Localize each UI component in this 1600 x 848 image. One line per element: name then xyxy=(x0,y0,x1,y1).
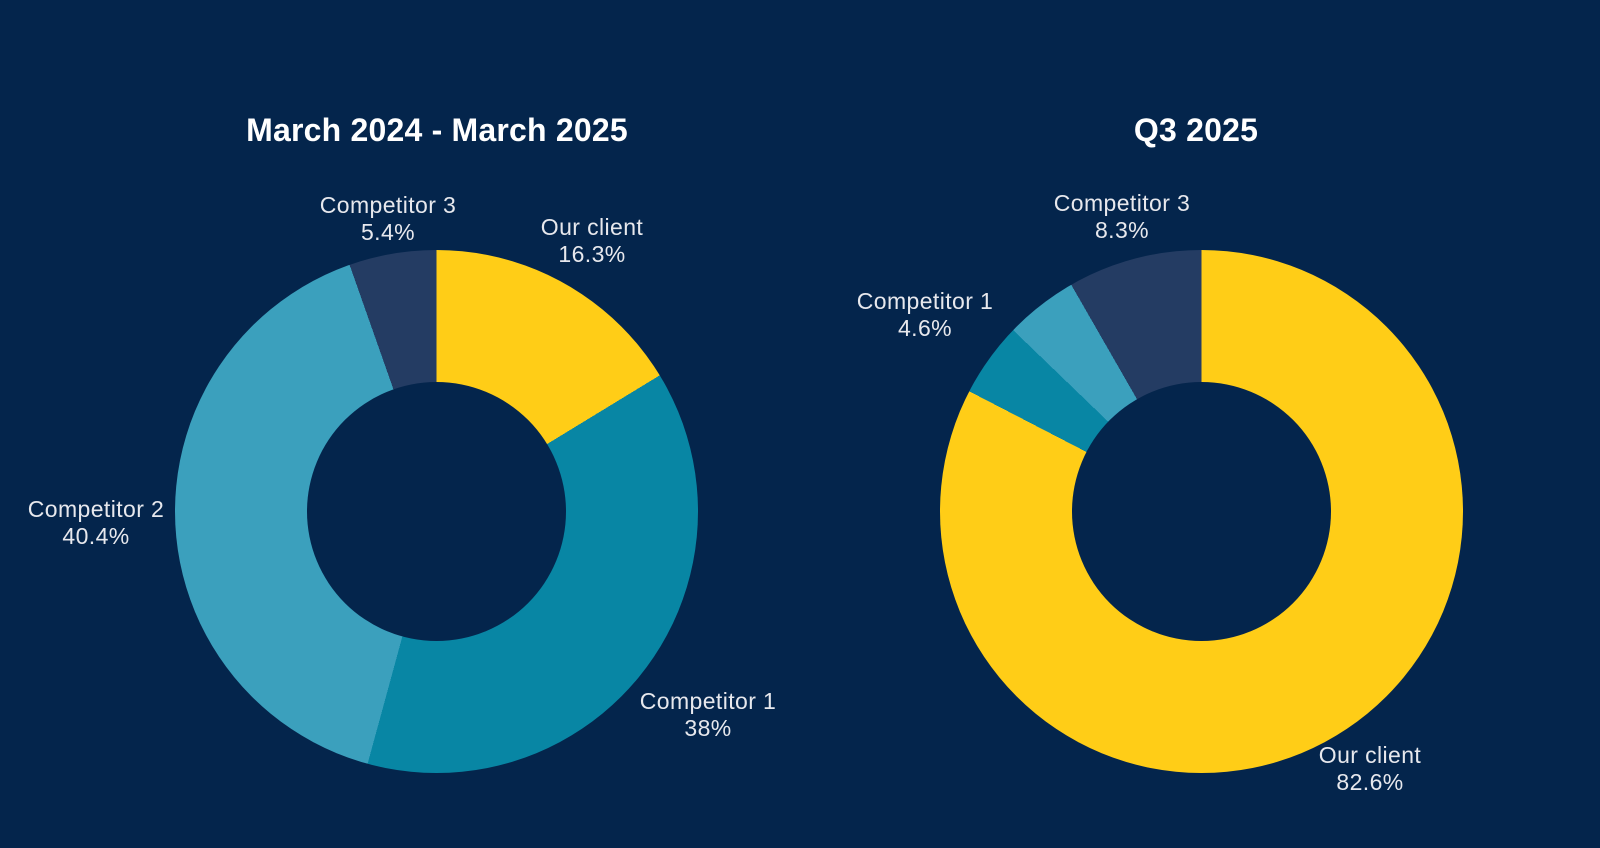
slice-label-value: 38% xyxy=(684,715,732,741)
slice-label-competitor-3: Competitor 3 8.3% xyxy=(1054,190,1190,244)
slice-label-name: Competitor 2 xyxy=(27,496,165,522)
donut-hole xyxy=(307,382,566,641)
slice-label-competitor-2: Competitor 2 40.4% xyxy=(28,496,164,550)
donut-hole xyxy=(1072,382,1331,641)
slice-label-name: Competitor 1 xyxy=(856,288,994,314)
slice-label-value: 5.4% xyxy=(360,219,416,245)
slice-label-our-client: Our client 16.3% xyxy=(541,214,643,268)
slice-label-name: Our client xyxy=(1318,742,1422,768)
chart-title: March 2024 - March 2025 xyxy=(246,112,628,148)
slice-label-name: Competitor 3 xyxy=(319,192,457,218)
slice-label-competitor-3: Competitor 3 5.4% xyxy=(320,192,456,246)
slice-label-competitor-1: Competitor 1 4.6% xyxy=(857,288,993,342)
slice-label-name: Competitor 1 xyxy=(639,688,777,714)
slice-label-name: Competitor 3 xyxy=(1053,190,1191,216)
slice-label-value: 40.4% xyxy=(62,523,130,549)
chart-title: Q3 2025 xyxy=(1133,112,1259,148)
donut-chart xyxy=(175,250,698,773)
slice-label-competitor-1: Competitor 1 38% xyxy=(640,688,776,742)
slice-label-value: 8.3% xyxy=(1094,217,1150,243)
slice-label-name: Our client xyxy=(540,214,644,240)
donut-chart xyxy=(940,250,1463,773)
slice-label-our-client: Our client 82.6% xyxy=(1319,742,1421,796)
slice-label-value: 16.3% xyxy=(558,241,626,267)
slice-label-value: 82.6% xyxy=(1336,769,1404,795)
slice-label-value: 4.6% xyxy=(897,315,953,341)
